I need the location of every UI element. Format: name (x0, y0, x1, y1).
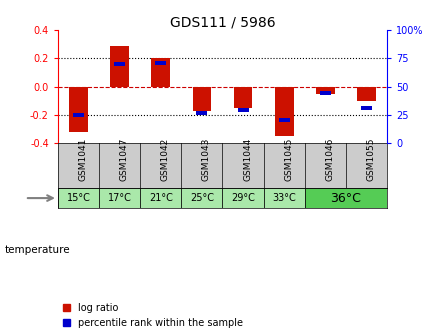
Bar (238, 108, 249, 112)
Text: GSM1044: GSM1044 (243, 138, 252, 181)
Bar (114, 62, 125, 66)
Bar (73, 114, 84, 117)
Text: 36°C: 36°C (331, 192, 361, 205)
Bar (234, 87, 252, 108)
Title: GDS111 / 5986: GDS111 / 5986 (170, 15, 275, 29)
Text: GSM1055: GSM1055 (367, 138, 376, 181)
Bar (140, 188, 182, 208)
Bar (99, 188, 140, 208)
Text: GSM1046: GSM1046 (325, 138, 334, 181)
Bar (357, 87, 376, 100)
Bar (305, 188, 387, 208)
Bar (316, 87, 335, 94)
Bar (275, 87, 294, 136)
Bar (182, 188, 222, 208)
Text: GSM1042: GSM1042 (161, 138, 170, 181)
Bar (110, 46, 129, 87)
Text: 17°C: 17°C (108, 193, 132, 203)
Bar (264, 188, 305, 208)
Text: GSM1045: GSM1045 (284, 138, 293, 181)
Bar (279, 118, 290, 122)
Text: GSM1041: GSM1041 (78, 138, 87, 181)
Bar (58, 188, 99, 208)
Bar (320, 91, 331, 95)
Text: 21°C: 21°C (149, 193, 173, 203)
Bar (151, 58, 170, 87)
Text: GSM1043: GSM1043 (202, 138, 211, 181)
Text: 15°C: 15°C (66, 193, 90, 203)
Legend: log ratio, percentile rank within the sample: log ratio, percentile rank within the sa… (63, 303, 243, 328)
Bar (222, 188, 263, 208)
Text: 25°C: 25°C (190, 193, 214, 203)
Bar (361, 107, 372, 110)
Text: 29°C: 29°C (231, 193, 255, 203)
Text: 33°C: 33°C (272, 193, 296, 203)
Bar (155, 60, 166, 65)
Bar (69, 87, 88, 132)
Text: temperature: temperature (4, 245, 70, 255)
Bar (193, 87, 211, 111)
Text: GSM1047: GSM1047 (120, 138, 129, 181)
Bar (196, 111, 207, 115)
